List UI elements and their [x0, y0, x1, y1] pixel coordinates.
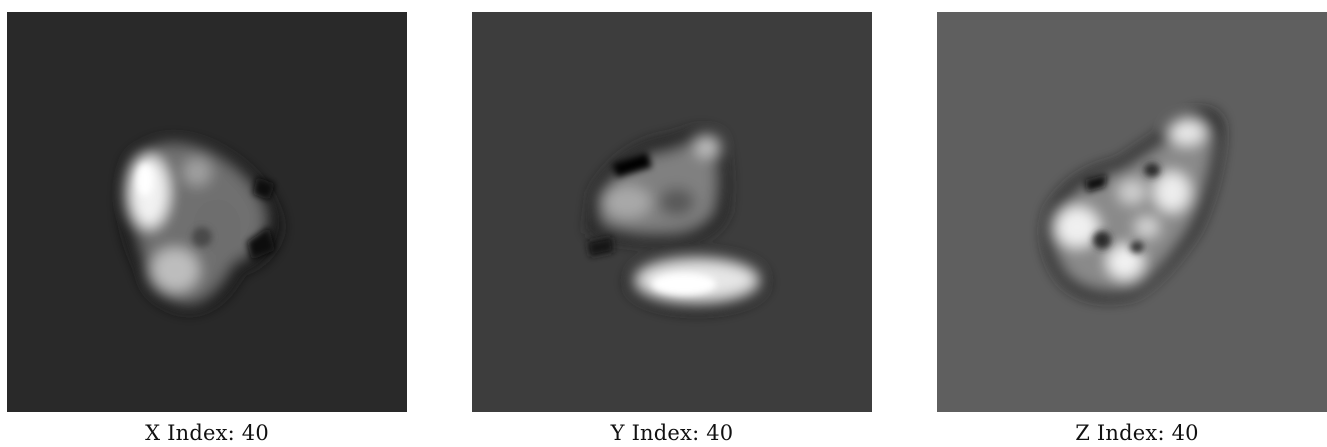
slice-image-z: [937, 12, 1327, 412]
slice-image-y: [472, 12, 872, 412]
slice-image-x: [7, 12, 407, 412]
caption-z-index: Z Index: 40: [1075, 421, 1199, 445]
caption-y-index: Y Index: 40: [610, 421, 734, 445]
caption-x-index: X Index: 40: [145, 421, 269, 445]
